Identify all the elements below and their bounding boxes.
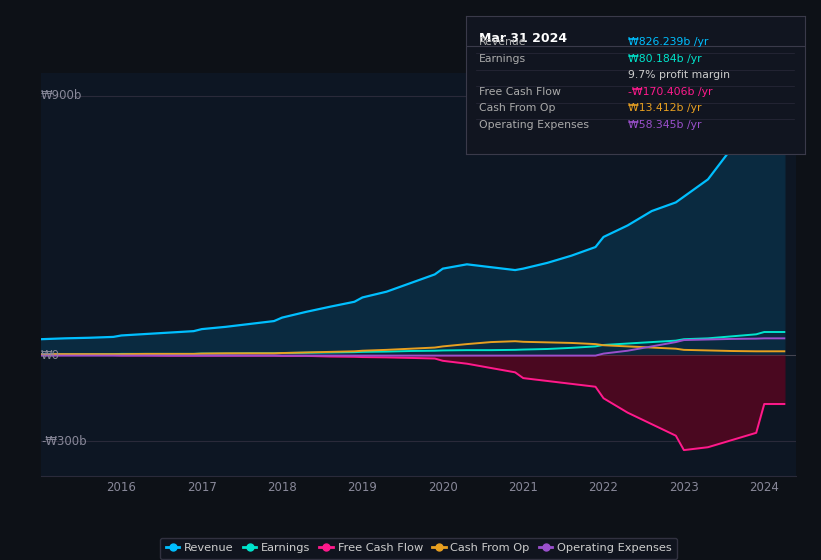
Text: 9.7% profit margin: 9.7% profit margin [628,70,730,80]
Text: ₩826.239b /yr: ₩826.239b /yr [628,37,709,47]
Text: -₩300b: -₩300b [41,435,87,448]
Text: Operating Expenses: Operating Expenses [479,120,589,130]
Legend: Revenue, Earnings, Free Cash Flow, Cash From Op, Operating Expenses: Revenue, Earnings, Free Cash Flow, Cash … [160,538,677,559]
Text: ₩13.412b /yr: ₩13.412b /yr [628,104,702,113]
Text: Mar 31 2024: Mar 31 2024 [479,32,567,45]
Text: ₩900b: ₩900b [41,90,82,102]
Text: ₩80.184b /yr: ₩80.184b /yr [628,54,702,63]
Text: Cash From Op: Cash From Op [479,104,556,113]
Text: ₩58.345b /yr: ₩58.345b /yr [628,120,702,130]
Text: Earnings: Earnings [479,54,526,63]
Text: ₩0: ₩0 [41,348,60,362]
Text: Revenue: Revenue [479,37,526,47]
Text: -₩170.406b /yr: -₩170.406b /yr [628,87,713,97]
Text: Free Cash Flow: Free Cash Flow [479,87,561,97]
